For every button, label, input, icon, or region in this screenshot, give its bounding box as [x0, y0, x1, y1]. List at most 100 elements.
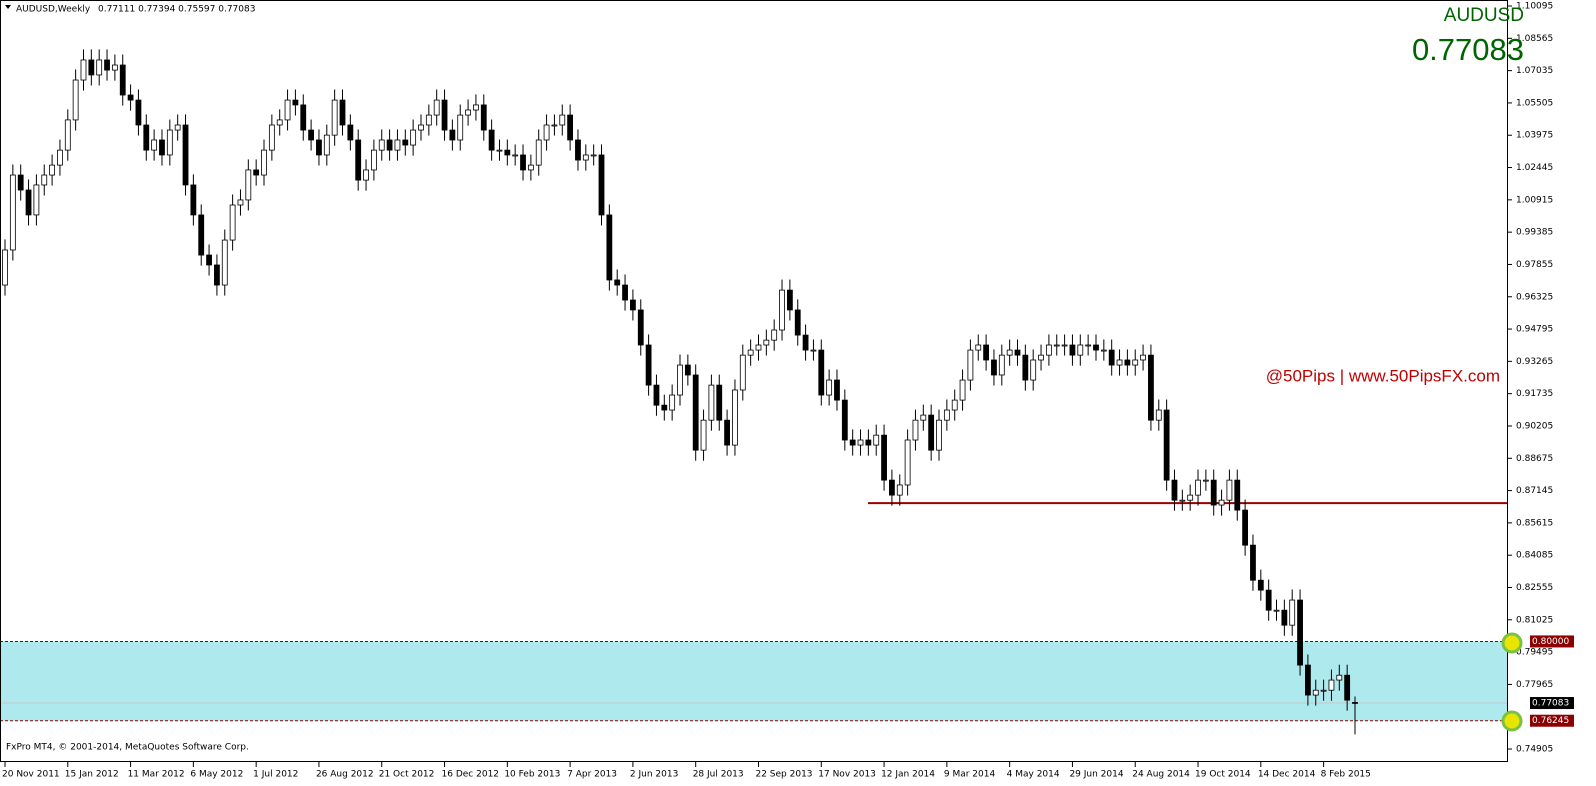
zone-high-label: 0.80000	[1532, 637, 1569, 647]
candle-body	[1289, 599, 1296, 626]
candle-body	[1226, 479, 1233, 501]
candle-body	[1061, 344, 1068, 347]
candle-body	[826, 379, 833, 396]
candle-body	[237, 199, 244, 206]
candle-body	[1273, 609, 1280, 612]
candle-body	[841, 399, 848, 441]
y-tick-label: 0.79495	[1516, 648, 1553, 658]
y-tick-label: 0.81025	[1516, 615, 1553, 625]
candle-body	[276, 119, 283, 126]
candle-body	[300, 104, 307, 131]
candle-body	[127, 94, 134, 101]
y-tick-label: 1.00915	[1516, 195, 1553, 205]
candle-body	[402, 139, 409, 146]
candle-body	[1210, 479, 1217, 506]
candle-body	[763, 339, 770, 346]
y-tick-label: 0.93265	[1516, 357, 1553, 367]
menu-arrow	[5, 5, 11, 9]
candle-body	[590, 154, 597, 157]
candle-body	[653, 384, 660, 406]
candle-body	[622, 284, 628, 301]
candle-body	[378, 139, 385, 151]
x-tick-label: 21 Oct 2012	[379, 770, 435, 780]
candle-body	[1140, 354, 1146, 361]
candle-body	[80, 59, 87, 81]
zone-low-label: 0.76245	[1532, 716, 1569, 726]
watermark: @50Pips | www.50PipsFX.com	[1266, 366, 1500, 385]
candle-body	[520, 154, 526, 171]
candle-body	[25, 189, 32, 216]
candle-body	[355, 139, 362, 181]
candle-body	[1336, 674, 1343, 681]
zone-layer	[0, 502, 1508, 722]
candle-body	[119, 64, 126, 96]
x-tick-label: 17 Nov 2013	[818, 770, 876, 780]
candle-body	[1085, 344, 1092, 347]
candle-body	[284, 99, 291, 121]
candle-body	[559, 114, 566, 126]
candle-body	[598, 154, 605, 216]
candle-body	[645, 344, 652, 386]
candle-body	[159, 139, 165, 156]
candle-body	[991, 359, 997, 376]
candle-body	[245, 169, 252, 201]
y-tick-label: 0.88675	[1516, 454, 1553, 464]
candle-body	[206, 254, 212, 266]
candle-body	[904, 439, 911, 486]
candle-body	[535, 139, 542, 166]
candle-body	[9, 174, 16, 251]
candle-body	[527, 164, 534, 171]
bid-label: 0.77083	[1532, 699, 1569, 709]
candle-body	[394, 139, 401, 151]
x-tick-label: 20 Nov 2011	[2, 770, 60, 780]
candle-body	[261, 149, 267, 176]
candle-body	[496, 149, 503, 152]
candle-body	[716, 384, 723, 421]
candle-body	[347, 124, 354, 141]
candle-body	[786, 289, 793, 311]
candle-body	[88, 59, 95, 76]
candle-body	[339, 99, 346, 126]
candle-body	[1124, 359, 1131, 366]
y-tick-label: 0.99385	[1516, 228, 1553, 238]
candle-body	[2, 249, 8, 286]
y-tick-label: 1.05505	[1516, 98, 1553, 108]
candle-body	[465, 109, 471, 116]
candle-body	[1116, 359, 1123, 366]
candle-body	[873, 434, 880, 446]
candle-body	[316, 139, 322, 156]
candle-body	[1100, 349, 1107, 352]
bid-box	[1530, 697, 1574, 710]
candle-body	[700, 419, 707, 451]
y-tick-label: 0.90205	[1516, 421, 1553, 431]
header-ohlc: 0.77111 0.77394 0.75597 0.77083	[98, 5, 255, 15]
candle-body	[449, 129, 456, 141]
candle-body	[1014, 349, 1021, 356]
zone-high-box	[1530, 635, 1574, 648]
candle-body	[692, 374, 699, 451]
candle-body	[575, 139, 581, 161]
candle-body	[190, 184, 197, 216]
y-tick-label: 0.85615	[1516, 518, 1553, 528]
candle-body	[135, 99, 142, 126]
candle-body	[331, 99, 338, 136]
candle-body	[614, 279, 621, 286]
candle-body	[143, 124, 150, 151]
current-price: 0.77083	[1412, 32, 1524, 67]
axis-layer: 1.10095 1.08565 1.07035 1.05505 1.03975 1.024…	[2, 2, 1574, 780]
x-tick-label: 8 Feb 2015	[1321, 770, 1371, 780]
candle-body	[166, 129, 173, 156]
y-tick-label: 0.91735	[1516, 389, 1553, 399]
candle-body	[1038, 354, 1044, 361]
y-tick-label: 0.87145	[1516, 486, 1553, 496]
candle-body	[1187, 494, 1194, 501]
x-tick-label: 4 May 2014	[1007, 770, 1060, 780]
candle-body	[1148, 354, 1154, 421]
candle-body	[64, 119, 71, 151]
candle-body	[857, 439, 864, 446]
candle-body	[433, 99, 440, 116]
y-tick-label: 0.94795	[1516, 325, 1553, 335]
candle-body	[669, 394, 676, 411]
candle-body	[708, 384, 715, 421]
candle-body	[504, 149, 511, 156]
